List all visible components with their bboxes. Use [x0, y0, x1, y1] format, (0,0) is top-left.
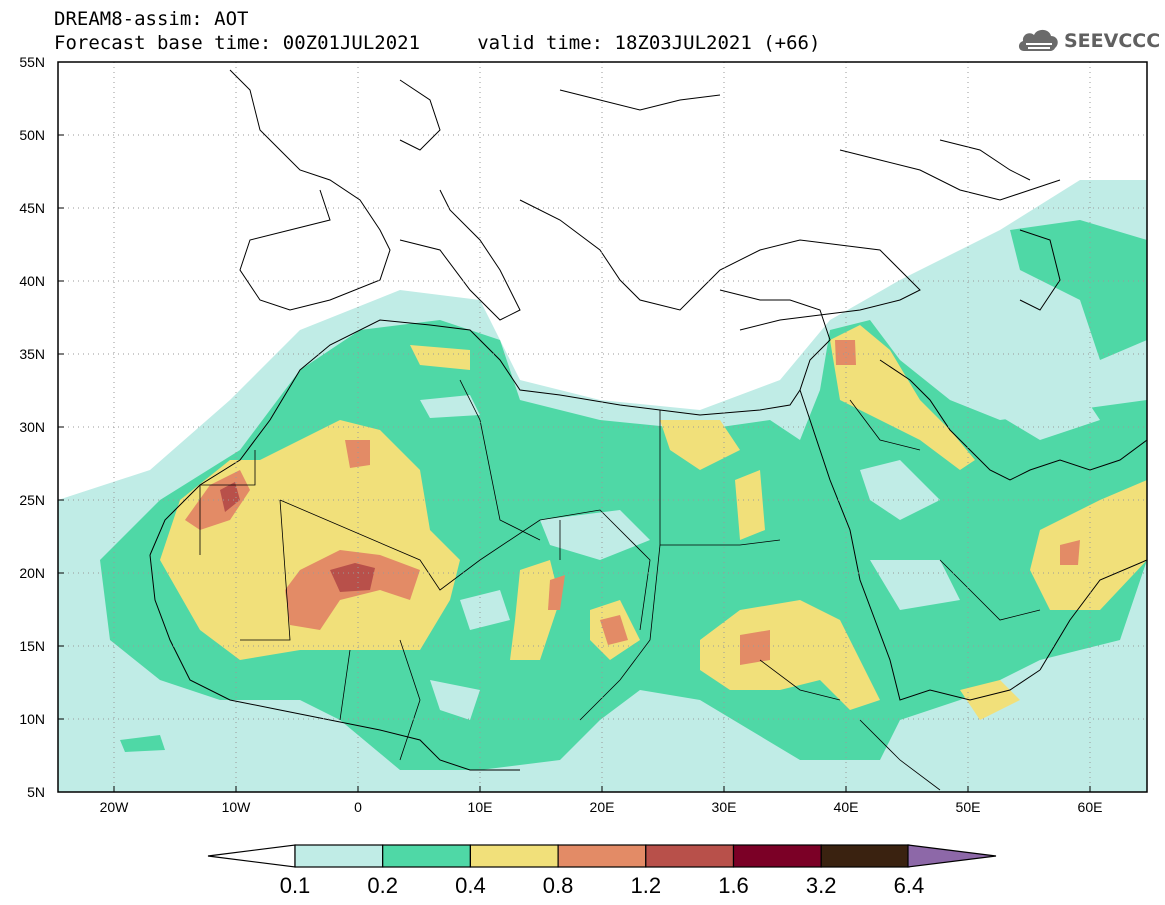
- logo-text: SEEVCCC: [1064, 30, 1161, 52]
- graticule: [58, 62, 1147, 792]
- colorbar-high-arrow: [907, 844, 997, 868]
- aot-band-0.1-inner: [420, 360, 1100, 720]
- lat-label: 50N: [19, 127, 45, 143]
- lon-label: 50E: [956, 799, 981, 815]
- colorbar-label: 0.1: [280, 873, 311, 898]
- aot-band-1.2: [220, 482, 375, 592]
- colorbar-label: 1.2: [631, 873, 662, 898]
- forecast-time-subtitle: Forecast base time: 00Z01JUL2021 valid t…: [54, 32, 821, 54]
- colorbar-label: 0.8: [543, 873, 574, 898]
- lat-label: 40N: [19, 273, 45, 289]
- colorbar-swatch: [469, 844, 559, 868]
- colorbar-label: 0.4: [455, 873, 486, 898]
- lon-label: 10W: [222, 799, 252, 815]
- colorbar: 0.1 0.2 0.4 0.8 1.2 1.6 3.2 6.4: [207, 844, 997, 898]
- lat-label: 20N: [19, 565, 45, 581]
- colorbar-swatch: [645, 844, 735, 868]
- colorbar-swatch: [382, 844, 472, 868]
- colorbar-swatch: [294, 844, 384, 868]
- colorbar-label: 1.6: [718, 873, 749, 898]
- colorbar-swatch: [557, 844, 647, 868]
- lon-label: 0: [354, 799, 362, 815]
- lat-label: 30N: [19, 419, 45, 435]
- colorbar-label: 6.4: [894, 873, 925, 898]
- colorbar-label: 3.2: [806, 873, 837, 898]
- lon-label: 60E: [1078, 799, 1103, 815]
- colorbar-low-arrow: [207, 844, 296, 868]
- map-title: DREAM8-assim: AOT: [54, 8, 249, 30]
- lon-label: 30E: [712, 799, 737, 815]
- longitude-labels: 20W 10W 0 10E 20E 30E 40E 50E 60E: [100, 799, 1103, 815]
- lat-label: 5N: [27, 784, 45, 800]
- lon-label: 40E: [834, 799, 859, 815]
- lon-label: 10E: [468, 799, 493, 815]
- seevccc-logo: SEEVCCC: [1016, 25, 1160, 57]
- latitude-labels: 55N 50N 45N 40N 35N 30N 25N 20N 15N 10N …: [19, 54, 45, 800]
- lat-label: 15N: [19, 638, 45, 654]
- lat-label: 10N: [19, 711, 45, 727]
- coastlines: [149, 69, 1147, 771]
- aot-field: [58, 180, 1147, 792]
- lon-label: 20E: [590, 799, 615, 815]
- colorbar-swatch: [732, 844, 822, 868]
- lon-label: 20W: [100, 799, 130, 815]
- lat-label: 35N: [19, 346, 45, 362]
- lat-label: 45N: [19, 200, 45, 216]
- colorbar-swatch: [820, 844, 910, 868]
- lat-label: 55N: [19, 54, 45, 70]
- cloud-icon: [1018, 29, 1058, 51]
- colorbar-label: 0.2: [367, 873, 398, 898]
- country-borders: [199, 379, 1041, 791]
- tick-marks: [58, 61, 1091, 793]
- lat-label: 25N: [19, 492, 45, 508]
